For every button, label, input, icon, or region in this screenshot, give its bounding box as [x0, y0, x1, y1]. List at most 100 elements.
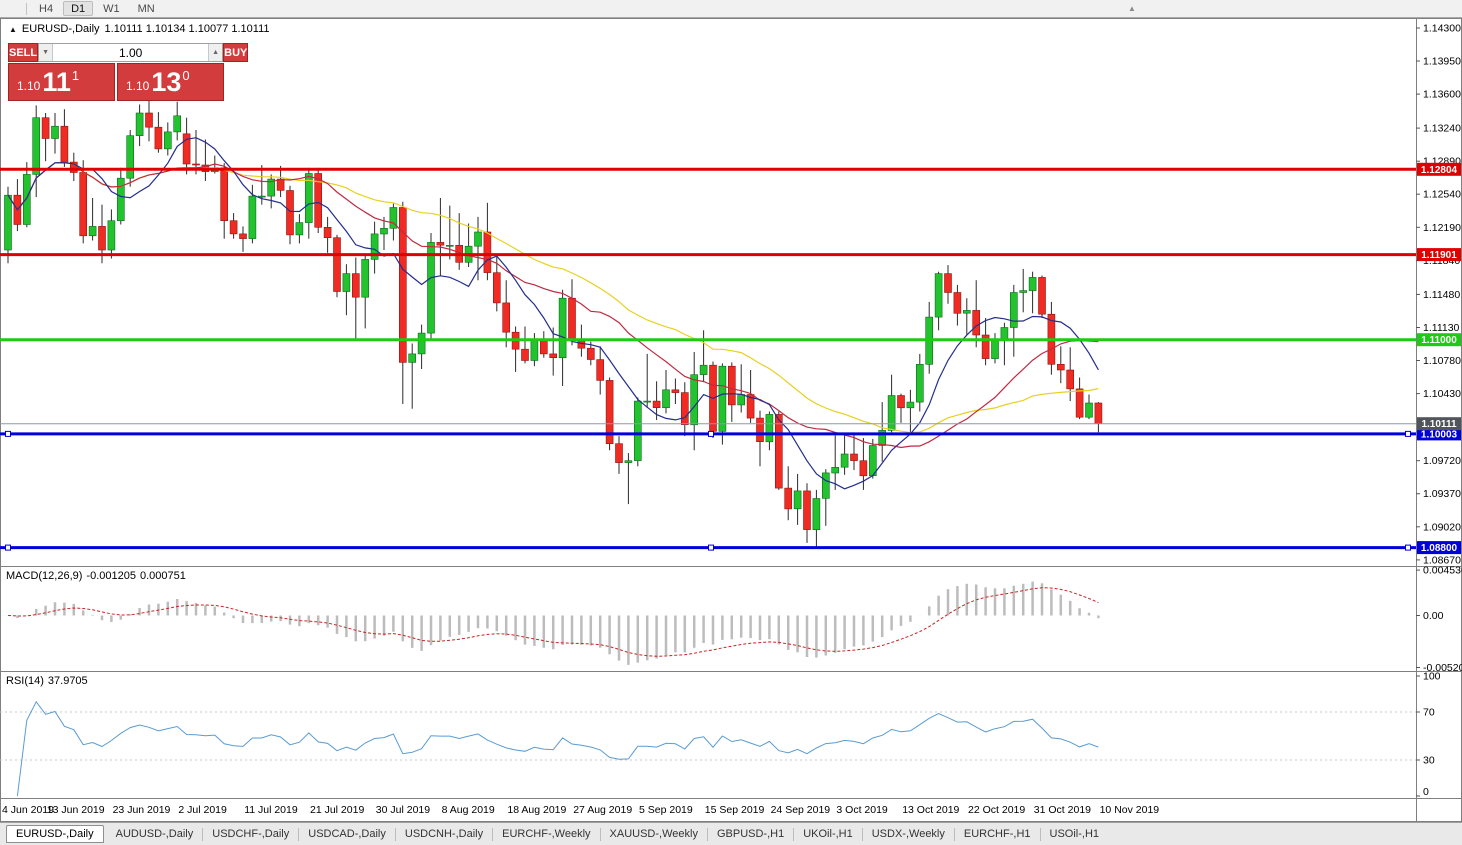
tab-usoil-h1[interactable]: USOil-,H1: [1049, 828, 1100, 840]
toolbar-separator: [26, 2, 27, 15]
svg-text:1.10780: 1.10780: [1423, 355, 1461, 367]
volume-box: ▼ ▲: [38, 43, 224, 62]
svg-text:24 Sep 2019: 24 Sep 2019: [771, 804, 831, 816]
tab-separator: [1039, 827, 1041, 841]
svg-text:1.10430: 1.10430: [1423, 388, 1461, 400]
tab-gbpusd-h1[interactable]: GBPUSD-,H1: [716, 828, 785, 840]
tab-usdcnh-daily[interactable]: USDCNH-,Daily: [404, 828, 484, 840]
buy-price-prefix: 1.10: [126, 78, 150, 93]
tab-usdcad-daily[interactable]: USDCAD-,Daily: [308, 828, 386, 840]
buy-price-button[interactable]: 1.10 13 0: [117, 63, 224, 101]
tab-separator: [298, 827, 300, 841]
sell-price-sup: 1: [71, 68, 80, 83]
svg-text:11 Jul 2019: 11 Jul 2019: [244, 804, 298, 816]
svg-text:1.10003: 1.10003: [1421, 429, 1458, 440]
macd-axis-label: -0.005205: [1423, 662, 1462, 674]
price-tag-1.12804: 1.12804: [1417, 162, 1461, 176]
svg-text:5 Sep 2019: 5 Sep 2019: [639, 804, 693, 816]
sell-price-big: 11: [42, 66, 71, 97]
svg-text:1.10111: 1.10111: [1421, 419, 1456, 430]
buy-price-big: 13: [151, 66, 182, 97]
svg-text:13 Jun 2019: 13 Jun 2019: [47, 804, 105, 816]
tab-separator: [706, 827, 708, 841]
svg-text:1.12190: 1.12190: [1423, 222, 1461, 234]
tab-ukoil-h1[interactable]: UKOil-,H1: [803, 828, 853, 840]
chart-tab-bar: EURUSD-,Daily AUDUSD-,Daily USDCHF-,Daily U…: [0, 822, 1462, 845]
price-tag-1.11000: 1.11000: [1417, 333, 1461, 347]
svg-text:1.12804: 1.12804: [1421, 165, 1458, 176]
tf-button-d1[interactable]: D1: [63, 1, 94, 16]
tab-eurchf-weekly[interactable]: EURCHF-,Weekly: [502, 828, 591, 840]
hline-1.08800[interactable]: [0, 544, 1416, 551]
svg-text:1.11000: 1.11000: [1421, 335, 1457, 346]
macd-axis-label: 0.00: [1423, 610, 1444, 622]
tab-separator: [953, 827, 955, 841]
svg-text:1.09720: 1.09720: [1423, 455, 1461, 467]
tab-separator: [861, 827, 863, 841]
svg-text:4 Jun 2019: 4 Jun 2019: [2, 804, 54, 816]
tab-eurusd-daily[interactable]: EURUSD-,Daily: [6, 825, 104, 843]
tf-button-h4[interactable]: H4: [39, 3, 54, 15]
macd-signal-line: [7, 587, 1099, 657]
app-toolbar: H4 D1 W1 MN ▲: [0, 0, 1462, 18]
tf-button-w1[interactable]: W1: [103, 3, 120, 15]
svg-text:2 Jul 2019: 2 Jul 2019: [178, 804, 227, 816]
svg-text:1.11480: 1.11480: [1423, 289, 1460, 301]
macd-signal-value: 0.000751: [139, 570, 186, 582]
tab-separator: [202, 827, 204, 841]
rsi-line: [16, 700, 1099, 797]
sell-price-button[interactable]: 1.10 11 1: [8, 63, 115, 101]
svg-text:13 Oct 2019: 13 Oct 2019: [902, 804, 959, 816]
svg-text:1.11901: 1.11901: [1421, 250, 1457, 261]
svg-text:1.11130: 1.11130: [1423, 322, 1460, 334]
sell-price-prefix: 1.10: [17, 78, 41, 93]
svg-text:1.09020: 1.09020: [1423, 521, 1461, 533]
chart-canvas[interactable]: 1.143001.139501.136001.132401.128901.125…: [0, 18, 1462, 822]
chart-title: ▲ EURUSD-,Daily 1.10111 1.10134 1.10077 …: [9, 23, 270, 35]
tab-separator: [394, 827, 396, 841]
hline-1.10003[interactable]: [0, 430, 1416, 437]
svg-text:1.09370: 1.09370: [1423, 488, 1461, 500]
one-click-collapse-icon[interactable]: ▲: [9, 24, 17, 34]
price-tag-1.08800: 1.08800: [1417, 541, 1461, 555]
volume-input[interactable]: [53, 44, 209, 61]
svg-text:1.14300: 1.14300: [1423, 23, 1461, 35]
tab-usdx-weekly[interactable]: USDX-,Weekly: [871, 828, 945, 840]
volume-decrease-icon[interactable]: ▼: [39, 44, 54, 61]
ma-fast-line: [7, 137, 1099, 490]
buy-button[interactable]: BUY: [223, 43, 249, 62]
svg-text:23 Jun 2019: 23 Jun 2019: [113, 804, 171, 816]
macd-histogram: [16, 581, 1100, 665]
rsi-axis-label: 70: [1423, 707, 1435, 719]
svg-text:27 Aug 2019: 27 Aug 2019: [573, 804, 632, 816]
tab-eurchf-h1[interactable]: EURCHF-,H1: [963, 828, 1031, 840]
rsi-label: RSI(14) 37.9705: [6, 675, 92, 687]
svg-text:1.08670: 1.08670: [1423, 554, 1461, 566]
price-tag-1.10003: 1.10003: [1417, 427, 1461, 441]
svg-text:10 Nov 2019: 10 Nov 2019: [1100, 804, 1160, 816]
svg-text:22 Oct 2019: 22 Oct 2019: [968, 804, 1025, 816]
rsi-axis-label: 30: [1423, 755, 1435, 767]
svg-text:18 Aug 2019: 18 Aug 2019: [507, 804, 566, 816]
tab-usdchf-daily[interactable]: USDCHF-,Daily: [212, 828, 290, 840]
macd-label: MACD(12,26,9) -0.001205 0.000751: [6, 570, 190, 582]
toolbar-overflow-icon[interactable]: ▲: [1128, 4, 1136, 13]
svg-text:1.08800: 1.08800: [1421, 543, 1458, 554]
svg-text:3 Oct 2019: 3 Oct 2019: [836, 804, 888, 816]
volume-increase-icon[interactable]: ▲: [208, 44, 223, 61]
svg-text:31 Oct 2019: 31 Oct 2019: [1034, 804, 1091, 816]
tf-button-mn[interactable]: MN: [137, 3, 155, 15]
rsi-name: RSI(14): [6, 675, 44, 687]
candles: [4, 96, 1103, 549]
tab-xauusd-weekly[interactable]: XAUUSD-,Weekly: [609, 828, 698, 840]
macd-axis-label: 0.004536: [1423, 565, 1462, 577]
svg-text:15 Sep 2019: 15 Sep 2019: [705, 804, 765, 816]
sell-button[interactable]: SELL: [8, 43, 39, 62]
svg-text:1.12540: 1.12540: [1423, 189, 1461, 201]
svg-text:30 Jul 2019: 30 Jul 2019: [376, 804, 430, 816]
tab-audusd-daily[interactable]: AUDUSD-,Daily: [115, 828, 194, 840]
price-tag-1.10111: 1.10111: [1417, 417, 1461, 431]
rsi-axis-label: 0: [1423, 786, 1429, 798]
